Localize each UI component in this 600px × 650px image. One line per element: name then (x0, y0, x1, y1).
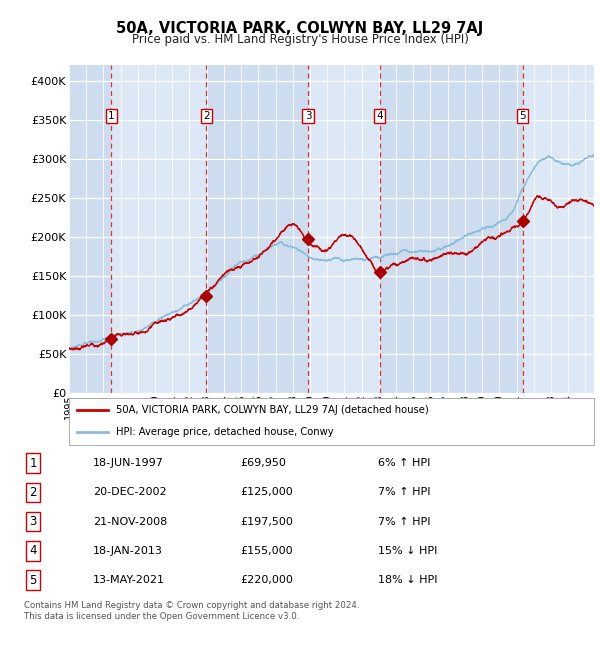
Text: 1: 1 (108, 111, 115, 121)
Bar (206, 65, 308, 393)
Text: 2: 2 (203, 111, 209, 121)
Text: 3: 3 (305, 111, 311, 121)
Text: 7% ↑ HPI: 7% ↑ HPI (378, 517, 431, 526)
Text: £125,000: £125,000 (240, 488, 293, 497)
Bar (112, 65, 206, 393)
Text: Contains HM Land Registry data © Crown copyright and database right 2024.
This d: Contains HM Land Registry data © Crown c… (24, 601, 359, 621)
Text: £220,000: £220,000 (240, 575, 293, 585)
Bar (69, 65, 112, 393)
Text: 2: 2 (29, 486, 37, 499)
Text: £155,000: £155,000 (240, 546, 293, 556)
Text: 4: 4 (376, 111, 383, 121)
Text: 7% ↑ HPI: 7% ↑ HPI (378, 488, 431, 497)
Text: 13-MAY-2021: 13-MAY-2021 (93, 575, 165, 585)
Text: £69,950: £69,950 (240, 458, 286, 468)
Text: 50A, VICTORIA PARK, COLWYN BAY, LL29 7AJ: 50A, VICTORIA PARK, COLWYN BAY, LL29 7AJ (116, 21, 484, 36)
Text: 18-JUN-1997: 18-JUN-1997 (93, 458, 164, 468)
Text: 15% ↓ HPI: 15% ↓ HPI (378, 546, 437, 556)
Text: 50A, VICTORIA PARK, COLWYN BAY, LL29 7AJ (detached house): 50A, VICTORIA PARK, COLWYN BAY, LL29 7AJ… (116, 405, 429, 415)
Text: 18-JAN-2013: 18-JAN-2013 (93, 546, 163, 556)
Text: 5: 5 (520, 111, 526, 121)
Bar (308, 65, 380, 393)
Text: £197,500: £197,500 (240, 517, 293, 526)
Text: 4: 4 (29, 545, 37, 558)
Bar (523, 65, 594, 393)
Text: 21-NOV-2008: 21-NOV-2008 (93, 517, 167, 526)
Text: 6% ↑ HPI: 6% ↑ HPI (378, 458, 430, 468)
Text: HPI: Average price, detached house, Conwy: HPI: Average price, detached house, Conw… (116, 427, 334, 437)
Text: 3: 3 (29, 515, 37, 528)
Text: 5: 5 (29, 574, 37, 586)
Text: 1: 1 (29, 456, 37, 469)
Text: 18% ↓ HPI: 18% ↓ HPI (378, 575, 437, 585)
Text: Price paid vs. HM Land Registry's House Price Index (HPI): Price paid vs. HM Land Registry's House … (131, 32, 469, 46)
Bar (380, 65, 523, 393)
Text: 20-DEC-2002: 20-DEC-2002 (93, 488, 167, 497)
